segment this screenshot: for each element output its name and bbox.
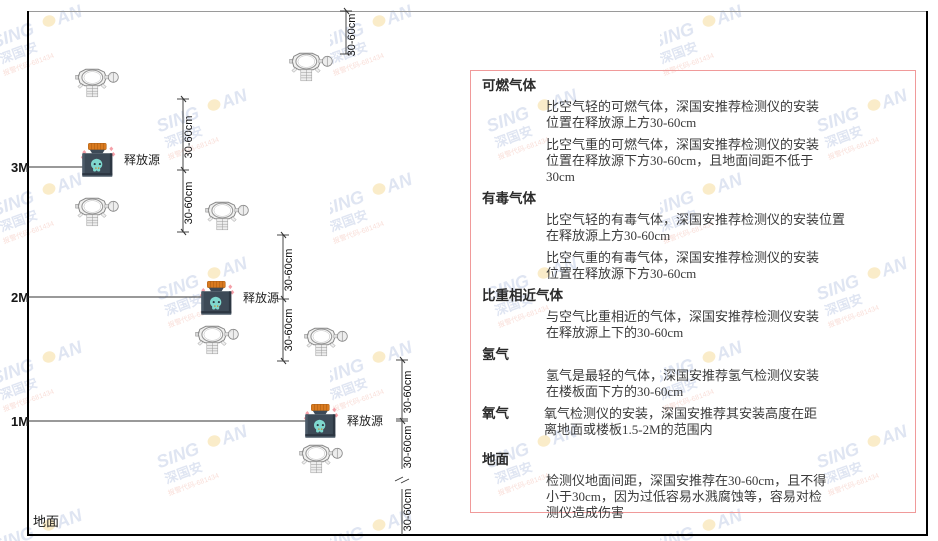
svg-text:释放源: 释放源 [124, 152, 160, 167]
svg-text:地面: 地面 [33, 514, 59, 529]
svg-text:30-60cm: 30-60cm [183, 182, 195, 225]
svg-text:30-60cm: 30-60cm [283, 249, 295, 292]
svg-text:30-60cm: 30-60cm [402, 426, 414, 469]
svg-text:30-60cm: 30-60cm [283, 309, 295, 352]
svg-text:30-60cm: 30-60cm [346, 14, 358, 57]
svg-text:释放源: 释放源 [243, 290, 279, 305]
svg-text:2M: 2M [11, 290, 29, 305]
svg-text:30-60cm: 30-60cm [402, 371, 414, 414]
svg-text:3M: 3M [11, 160, 29, 175]
svg-text:1M: 1M [11, 414, 29, 429]
svg-text:30-60cm: 30-60cm [402, 489, 414, 532]
svg-text:释放源: 释放源 [347, 413, 383, 428]
svg-text:30-60cm: 30-60cm [183, 116, 195, 159]
